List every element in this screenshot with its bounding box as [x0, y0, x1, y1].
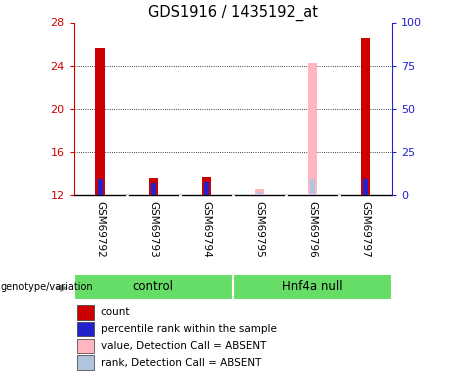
Bar [77, 322, 95, 336]
Bar [233, 274, 392, 300]
Bar [204, 182, 209, 195]
Text: GSM69795: GSM69795 [254, 201, 264, 258]
Text: Hnf4a null: Hnf4a null [282, 280, 343, 293]
Bar [151, 183, 156, 195]
Bar [77, 305, 95, 320]
Text: rank, Detection Call = ABSENT: rank, Detection Call = ABSENT [101, 358, 261, 368]
Bar [257, 192, 262, 195]
Text: count: count [101, 307, 130, 317]
Text: GSM69797: GSM69797 [361, 201, 370, 258]
Bar [307, 63, 317, 195]
Text: GSM69794: GSM69794 [201, 201, 211, 258]
Bar [98, 179, 103, 195]
Bar [254, 189, 264, 195]
Text: genotype/variation: genotype/variation [1, 282, 94, 292]
Bar [361, 38, 370, 195]
Text: GSM69796: GSM69796 [307, 201, 317, 258]
Bar [77, 339, 95, 353]
Bar [363, 179, 368, 195]
Bar [310, 179, 315, 195]
Bar [201, 177, 211, 195]
Bar [95, 48, 105, 195]
Text: control: control [133, 280, 174, 293]
Bar [148, 178, 158, 195]
Bar [77, 356, 95, 370]
Text: GSM69792: GSM69792 [95, 201, 105, 258]
Text: percentile rank within the sample: percentile rank within the sample [101, 324, 277, 334]
Title: GDS1916 / 1435192_at: GDS1916 / 1435192_at [148, 5, 318, 21]
Bar [74, 274, 233, 300]
Text: GSM69793: GSM69793 [148, 201, 158, 258]
Text: value, Detection Call = ABSENT: value, Detection Call = ABSENT [101, 341, 266, 351]
